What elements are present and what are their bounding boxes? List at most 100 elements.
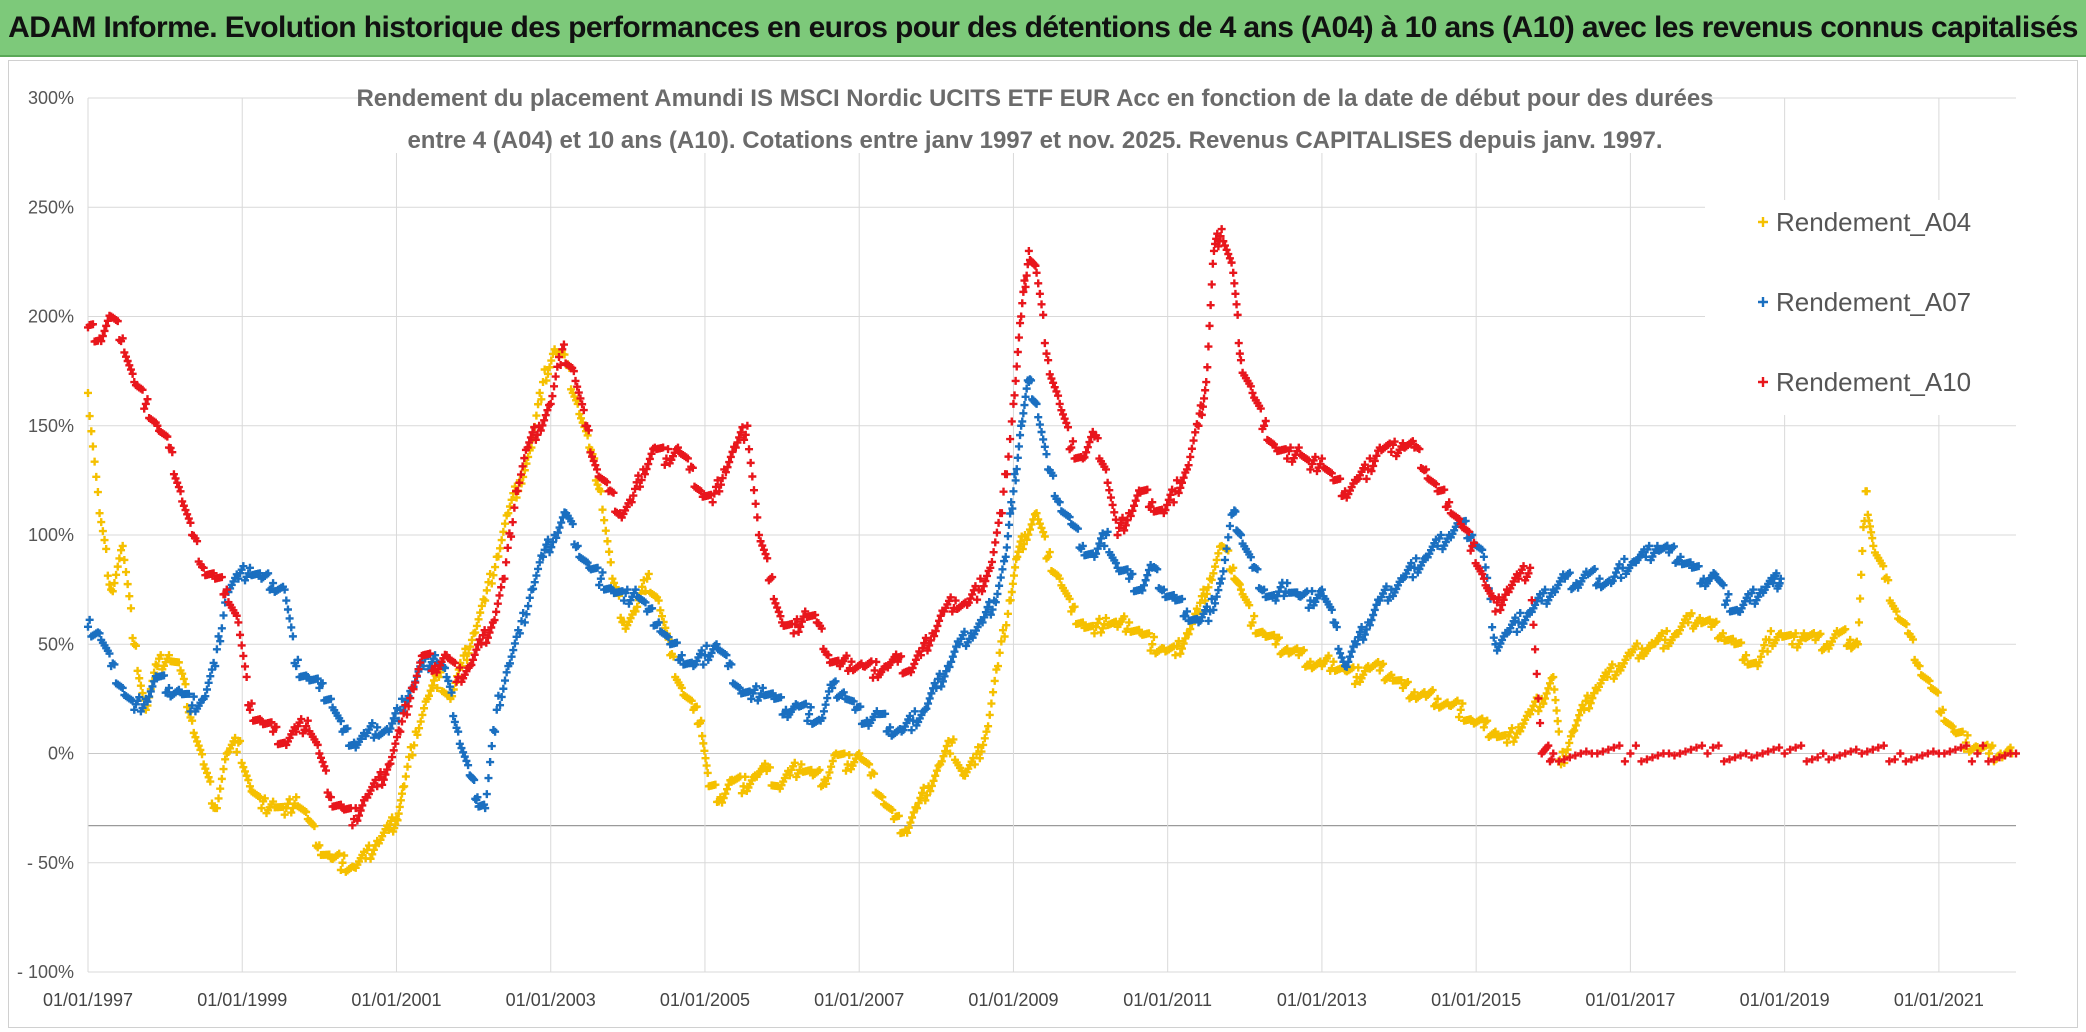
data-point-marker	[257, 804, 266, 813]
data-point-marker	[507, 495, 516, 504]
data-point-marker	[985, 710, 994, 719]
data-point-marker	[1558, 747, 1567, 756]
data-point-marker	[811, 610, 820, 619]
data-point-marker	[85, 615, 94, 624]
data-point-marker	[1737, 638, 1746, 647]
data-point-marker	[1544, 741, 1553, 750]
data-point-marker	[1229, 563, 1238, 572]
data-point-marker	[1720, 757, 1729, 766]
data-point-marker	[1034, 413, 1043, 422]
data-point-marker	[1204, 342, 1213, 351]
data-point-marker	[1206, 301, 1215, 310]
data-point-marker	[1047, 374, 1056, 383]
data-point-marker	[600, 516, 609, 525]
data-point-marker	[711, 482, 720, 491]
data-point-marker	[120, 348, 129, 357]
data-point-marker	[199, 563, 208, 572]
data-point-marker	[1731, 753, 1740, 762]
data-point-marker	[591, 461, 600, 470]
data-point-marker	[1763, 647, 1772, 656]
data-point-marker	[1524, 569, 1533, 578]
data-point-marker	[1769, 745, 1778, 754]
data-point-marker	[1184, 461, 1193, 470]
data-point-marker	[1868, 745, 1877, 754]
data-point-marker	[989, 548, 998, 557]
data-point-marker	[970, 760, 979, 769]
data-point-marker	[1209, 605, 1218, 614]
data-point-marker	[219, 611, 228, 620]
data-point-marker	[676, 655, 685, 664]
data-point-marker	[1208, 259, 1217, 268]
data-point-marker	[1995, 753, 2004, 762]
data-point-marker	[280, 810, 289, 819]
data-point-marker	[1002, 543, 1011, 552]
data-point-marker	[1126, 511, 1135, 520]
data-point-marker	[464, 649, 473, 658]
data-point-marker	[496, 701, 505, 710]
data-point-marker	[1245, 601, 1254, 610]
data-point-marker	[595, 581, 604, 590]
data-point-marker	[1526, 710, 1535, 719]
data-point-marker	[216, 637, 225, 646]
data-point-marker	[547, 543, 556, 552]
data-point-marker	[1465, 527, 1473, 536]
data-point-marker	[1189, 436, 1198, 445]
data-point-marker	[194, 741, 203, 750]
data-point-marker	[1197, 410, 1206, 419]
data-point-marker	[981, 577, 990, 586]
data-point-marker	[445, 682, 454, 691]
data-point-marker	[627, 498, 636, 507]
data-point-marker	[1541, 585, 1550, 594]
data-point-marker	[700, 746, 709, 755]
data-point-marker	[1466, 546, 1475, 555]
data-point-marker	[933, 674, 942, 683]
data-point-marker	[1171, 651, 1180, 660]
data-point-marker	[1225, 521, 1234, 530]
data-point-marker	[1552, 706, 1561, 715]
data-point-marker	[492, 705, 501, 714]
data-point-marker	[1653, 751, 1662, 760]
data-point-marker	[1369, 461, 1378, 470]
data-point-marker	[242, 771, 251, 780]
data-point-marker	[977, 747, 986, 756]
data-point-marker	[758, 683, 767, 692]
data-point-marker	[947, 657, 956, 666]
data-point-marker	[735, 433, 744, 442]
data-point-marker	[551, 372, 560, 381]
data-point-marker	[1742, 749, 1751, 758]
data-point-marker	[752, 682, 761, 691]
data-point-marker	[1161, 506, 1170, 515]
data-point-marker	[1352, 640, 1361, 649]
data-point-marker	[1846, 747, 1855, 756]
data-point-marker	[1372, 600, 1381, 609]
data-point-marker	[1531, 645, 1540, 654]
data-point-marker	[189, 692, 198, 701]
data-point-marker	[1174, 637, 1183, 646]
data-point-marker	[204, 773, 213, 782]
data-point-marker	[232, 748, 241, 757]
data-point-marker	[484, 774, 493, 783]
data-point-marker	[532, 571, 541, 580]
data-point-marker	[515, 478, 524, 487]
data-point-marker	[768, 573, 777, 582]
data-point-marker	[589, 456, 598, 465]
data-point-marker	[148, 682, 157, 691]
data-point-marker	[171, 474, 180, 483]
data-point-marker	[657, 612, 666, 621]
data-point-marker	[776, 693, 785, 702]
data-point-marker	[507, 652, 516, 661]
data-point-marker	[98, 332, 107, 341]
data-point-marker	[603, 537, 612, 546]
data-point-marker	[773, 603, 782, 612]
data-point-marker	[318, 758, 327, 767]
title-background	[370, 75, 1705, 153]
data-point-marker	[1786, 745, 1795, 754]
data-point-marker	[470, 650, 479, 659]
data-point-marker	[743, 421, 752, 430]
data-point-marker	[450, 658, 459, 667]
data-point-marker	[1565, 753, 1574, 762]
data-point-marker	[1367, 616, 1376, 625]
data-point-marker	[1431, 480, 1440, 489]
data-point-marker	[702, 761, 711, 770]
data-point-marker	[929, 776, 938, 785]
